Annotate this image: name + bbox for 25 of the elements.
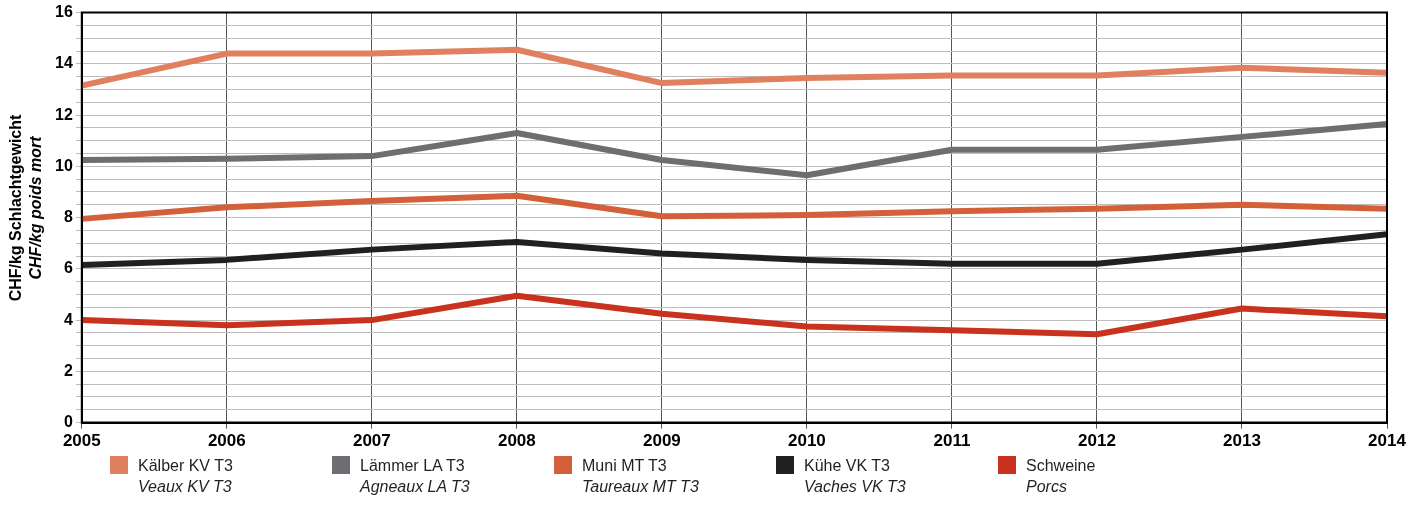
- y-tick-label: 16: [55, 3, 73, 21]
- x-tick-label: 2012: [1078, 431, 1116, 451]
- x-tick-label: 2008: [497, 431, 536, 451]
- y-tick-label: 6: [63, 259, 73, 277]
- legend-label: Kühe VK T3 Vaches VK T3: [804, 456, 906, 497]
- x-tick-label: 2014: [1368, 431, 1407, 451]
- x-tick-label: 2013: [1223, 431, 1261, 451]
- legend-label: Schweine Porcs: [1026, 456, 1096, 497]
- legend-label: Muni MT T3 Taureaux MT T3: [582, 456, 699, 497]
- y-tick-label: 2: [63, 361, 73, 379]
- y-axis-title: CHF/kg Schlachtgewicht CHF/kg poids mort: [6, 114, 45, 301]
- y-tick-label: 10: [55, 156, 73, 174]
- y-tick-label: 0: [63, 413, 73, 431]
- x-tick-label: 2007: [352, 431, 391, 451]
- x-tick-label: 2010: [788, 431, 826, 451]
- legend-label: Kälber KV T3 Veaux KV T3: [138, 456, 233, 497]
- legend-label: Lämmer LA T3 Agneaux LA T3: [360, 456, 470, 497]
- y-tick-label: 14: [55, 54, 73, 72]
- x-tick-label: 2009: [642, 431, 681, 451]
- x-tick-label: 2011: [933, 431, 971, 451]
- x-tick-label: 2006: [207, 431, 246, 451]
- y-tick-label: 4: [63, 310, 73, 328]
- y-tick-label: 8: [63, 208, 73, 226]
- x-tick-label: 2005: [62, 431, 101, 451]
- y-tick-label: 12: [55, 105, 73, 123]
